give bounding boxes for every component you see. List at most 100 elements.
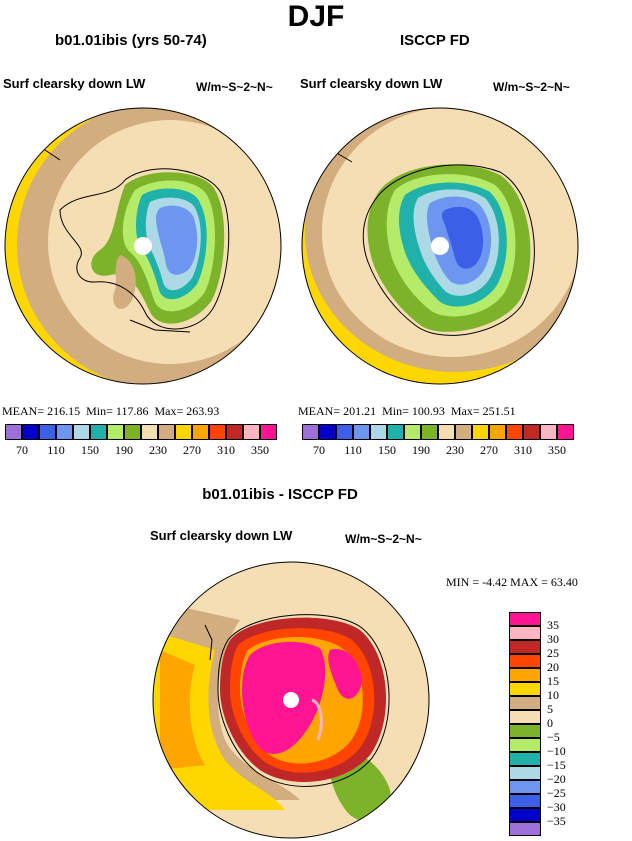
diff-variable-label: Surf clearsky down LW (150, 528, 293, 543)
diff-colorbar-tick-label: 10 (547, 688, 559, 702)
model-stats: MEAN= 216.15 Min= 117.86 Max= 263.93 (2, 404, 219, 419)
obs-colorbar-swatch (370, 424, 387, 440)
model-colorbar-tick-label: 150 (81, 443, 99, 457)
model-pole-marker (134, 237, 152, 255)
obs-panel-title: ISCCP FD (400, 32, 470, 49)
model-colorbar-swatch (5, 424, 22, 440)
obs-colorbar-swatch (540, 424, 557, 440)
diff-colorbar-swatch (509, 766, 541, 780)
obs-mean-label: MEAN= (298, 404, 341, 418)
obs-colorbar-swatch (438, 424, 455, 440)
obs-colorbar-tick-label: 350 (548, 443, 566, 457)
obs-stats: MEAN= 201.21 Min= 100.93 Max= 251.51 (298, 404, 516, 419)
model-colorbar-swatch (107, 424, 124, 440)
diff-colorbar-swatch (509, 794, 541, 808)
obs-colorbar-tick-label: 270 (480, 443, 498, 457)
diff-colorbar-swatch (509, 654, 541, 668)
obs-colorbar-tick-label: 310 (514, 443, 532, 457)
diff-colorbar-swatch (509, 822, 541, 836)
model-polar-map (5, 108, 281, 384)
diff-colorbar-tick-label: 20 (547, 660, 559, 674)
model-colorbar-swatch (226, 424, 243, 440)
diff-colorbar-swatch (509, 668, 541, 682)
obs-colorbar-swatch (387, 424, 404, 440)
obs-colorbar-swatch (489, 424, 506, 440)
obs-polar-map (302, 108, 578, 384)
diff-colorbar-tick-label: 30 (547, 632, 559, 646)
diff-colorbar-swatch (509, 780, 541, 794)
diff-colorbar-swatch (509, 640, 541, 654)
obs-colorbar-swatch (523, 424, 540, 440)
diff-colorbar-swatch (509, 738, 541, 752)
diff-polar-map (153, 562, 429, 838)
model-colorbar-swatch (39, 424, 56, 440)
diff-colorbar-tick-label: −15 (547, 758, 566, 772)
model-colorbar-tick-label: 350 (251, 443, 269, 457)
page-title: DJF (287, 0, 345, 33)
model-max-value: 263.93 (186, 404, 220, 418)
diff-colorbar-tick-label: −30 (547, 800, 566, 814)
diff-colorbar-tick-label: −35 (547, 814, 566, 828)
model-colorbar-swatch (90, 424, 107, 440)
model-colorbar-swatch (260, 424, 277, 440)
model-units-label: W/m~S~2~N~ (196, 80, 273, 94)
diff-colorbar-swatch (509, 612, 541, 626)
model-map-border (4, 107, 282, 385)
model-colorbar-tick-label: 270 (183, 443, 201, 457)
obs-max-label: Max= (450, 404, 480, 418)
model-colorbar-swatch (243, 424, 260, 440)
obs-max-value: 251.51 (482, 404, 516, 418)
diff-panel-title: b01.01ibis - ISCCP FD (202, 486, 358, 503)
model-colorbar-tick-label: 110 (47, 443, 65, 457)
obs-colorbar-swatch (319, 424, 336, 440)
obs-colorbar-swatch (455, 424, 472, 440)
model-panel-title: b01.01ibis (yrs 50-74) (55, 32, 207, 49)
diff-pole-marker (283, 692, 299, 708)
model-variable-label: Surf clearsky down LW (3, 76, 146, 91)
obs-colorbar-tick-label: 70 (313, 443, 325, 457)
diff-colorbar-tick-label: 25 (547, 646, 559, 660)
model-colorbar-swatch (22, 424, 39, 440)
diff-colorbar-swatch (509, 808, 541, 822)
model-colorbar-swatch (141, 424, 158, 440)
obs-colorbar-swatch (302, 424, 319, 440)
model-max-label: Max= (154, 404, 184, 418)
model-mean-value: 216.15 (47, 404, 81, 418)
obs-colorbar-swatch (404, 424, 421, 440)
diff-colorbar-swatch (509, 696, 541, 710)
diff-map-border (152, 561, 430, 839)
obs-colorbar-swatch (472, 424, 489, 440)
model-min-value: 117.86 (115, 404, 149, 418)
obs-colorbar-tick-label: 230 (446, 443, 464, 457)
diff-colorbar-tick-label: −5 (547, 730, 560, 744)
model-min-label: Min= (86, 404, 113, 418)
obs-colorbar-tick-label: 110 (344, 443, 362, 457)
obs-colorbar-swatch (506, 424, 523, 440)
diff-colorbar-tick-label: −20 (547, 772, 566, 786)
diff-max-value: 63.40 (550, 575, 578, 589)
diff-colorbar-tick-label: 5 (547, 702, 553, 716)
obs-colorbar-tick-label: 190 (412, 443, 430, 457)
obs-colorbar-swatch (421, 424, 438, 440)
diff-colorbar-tick-label: 15 (547, 674, 559, 688)
model-colorbar-swatch (158, 424, 175, 440)
obs-colorbar-labels: 70 110 150 190 230 270 310 350 (302, 443, 574, 459)
diff-colorbar-swatch (509, 724, 541, 738)
model-colorbar-tick-label: 70 (16, 443, 28, 457)
model-colorbar-swatch (124, 424, 141, 440)
obs-colorbar-tick-label: 150 (378, 443, 396, 457)
model-colorbar-swatch (73, 424, 90, 440)
diff-colorbar-tick-label: −10 (547, 744, 566, 758)
model-colorbar-tick-label: 190 (115, 443, 133, 457)
obs-mean-value: 201.21 (343, 404, 377, 418)
model-colorbar-swatch (192, 424, 209, 440)
obs-min-label: Min= (382, 404, 409, 418)
diff-max-label: MAX = (510, 575, 548, 589)
obs-colorbar-swatch (353, 424, 370, 440)
model-colorbar-tick-label: 230 (149, 443, 167, 457)
obs-map-border (301, 107, 579, 385)
model-colorbar (5, 424, 277, 440)
obs-min-value: 100.93 (411, 404, 445, 418)
diff-colorbar-tick-label: 35 (547, 618, 559, 632)
diff-min-value: -4.42 (482, 575, 508, 589)
